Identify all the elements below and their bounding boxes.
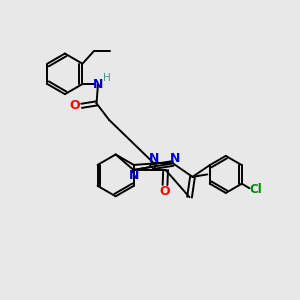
- Text: N: N: [149, 152, 159, 165]
- Text: Cl: Cl: [249, 183, 262, 196]
- Text: H: H: [103, 73, 111, 83]
- Text: N: N: [128, 169, 139, 182]
- Text: N: N: [169, 152, 180, 165]
- Text: N: N: [93, 77, 103, 91]
- Text: O: O: [160, 185, 170, 198]
- Text: O: O: [70, 99, 80, 112]
